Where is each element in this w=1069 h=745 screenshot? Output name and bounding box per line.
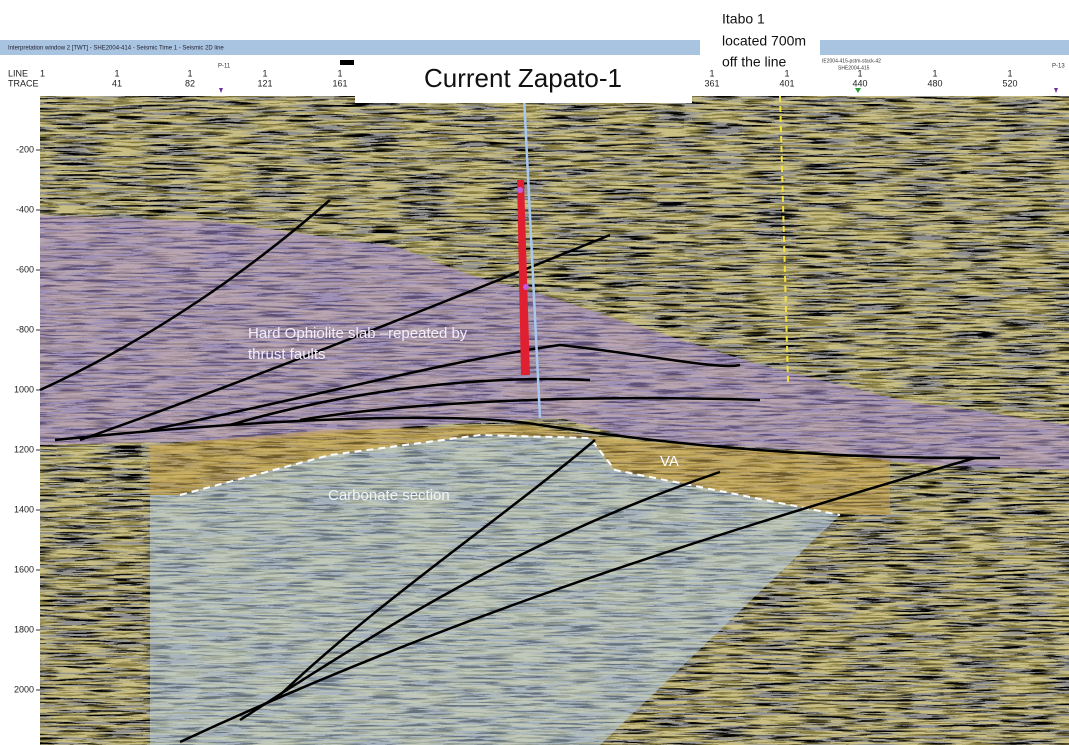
trace-number: 161: [332, 78, 347, 88]
fault: [79, 233, 611, 442]
depth-label: 1000: [14, 384, 34, 394]
annotation: thrust faults: [248, 346, 326, 363]
line-number: 1: [784, 68, 789, 78]
line-label: LINE: [8, 68, 28, 78]
trace-number: 121: [257, 78, 272, 88]
fault: [179, 456, 976, 744]
depth-label: 1600: [14, 564, 34, 574]
trace-number: 82: [185, 78, 195, 88]
line-number: 1: [709, 68, 714, 78]
line-number: 1: [857, 68, 862, 78]
line-number: 1: [1007, 68, 1012, 78]
trace-number: 401: [779, 78, 794, 88]
va-unit: [150, 425, 890, 515]
line-number: 1: [337, 68, 342, 78]
depth-label: 1800: [14, 624, 34, 634]
trace-number: 361: [704, 78, 719, 88]
ruler-mark: [340, 60, 354, 65]
well-note: off the line: [722, 54, 787, 70]
annotation: Carbonate section: [328, 487, 450, 504]
well-log: [517, 180, 530, 375]
note-box: [700, 0, 820, 74]
trace-number: 41: [112, 78, 122, 88]
line-number: 1: [40, 68, 45, 78]
window-bar: [0, 40, 700, 55]
line-number: 1: [187, 68, 192, 78]
annotation: VA: [660, 453, 679, 470]
trace-number: 440: [852, 78, 867, 88]
depth-label: 2000: [14, 684, 34, 694]
fault: [39, 199, 331, 392]
window-bar: [820, 40, 1069, 55]
line-number: 1: [262, 68, 267, 78]
marker: [855, 88, 861, 93]
marker-label: P-13: [1052, 64, 1065, 70]
depth-label: 1200: [14, 444, 34, 454]
trace-number: 480: [927, 78, 942, 88]
itabo-well: [779, 95, 789, 383]
depth-label: -200: [16, 144, 34, 154]
thrust-faults: [39, 199, 1001, 744]
well-note: located 700m: [722, 33, 806, 49]
fault: [239, 470, 721, 722]
line-number: 1: [114, 68, 119, 78]
depth-label: -600: [16, 264, 34, 274]
well-marker: [523, 284, 529, 290]
window-title: Interpretation window 2 [TWT] - SHE2004-…: [8, 46, 224, 52]
depth-label: -400: [16, 204, 34, 214]
line-number: 1: [932, 68, 937, 78]
callout-title: Current Zapato-1: [424, 63, 622, 93]
right-title: SHE2004-415: [838, 65, 870, 71]
ophiolite-slab: [40, 215, 1069, 470]
well-marker: [517, 187, 523, 193]
marker: [1054, 88, 1058, 93]
title-box: [355, 55, 692, 103]
trace-number: 520: [1002, 78, 1017, 88]
marker-label: P-11: [218, 64, 231, 70]
fault: [299, 396, 761, 422]
marker: [219, 88, 223, 93]
depth-label: 1400: [14, 504, 34, 514]
annotation: Hard Ophiolite slab –repeated by: [248, 325, 468, 342]
trace-label: TRACE: [8, 78, 39, 88]
fault: [149, 343, 741, 432]
right-title: IE2004-415-pstm-stack-42: [822, 58, 881, 64]
fault: [229, 377, 591, 427]
fault: [279, 439, 596, 696]
carbonate-top: [179, 433, 841, 516]
well-note: Itabo 1: [722, 11, 765, 27]
zapato-well: [522, 95, 542, 419]
depth-label: -800: [16, 324, 34, 334]
